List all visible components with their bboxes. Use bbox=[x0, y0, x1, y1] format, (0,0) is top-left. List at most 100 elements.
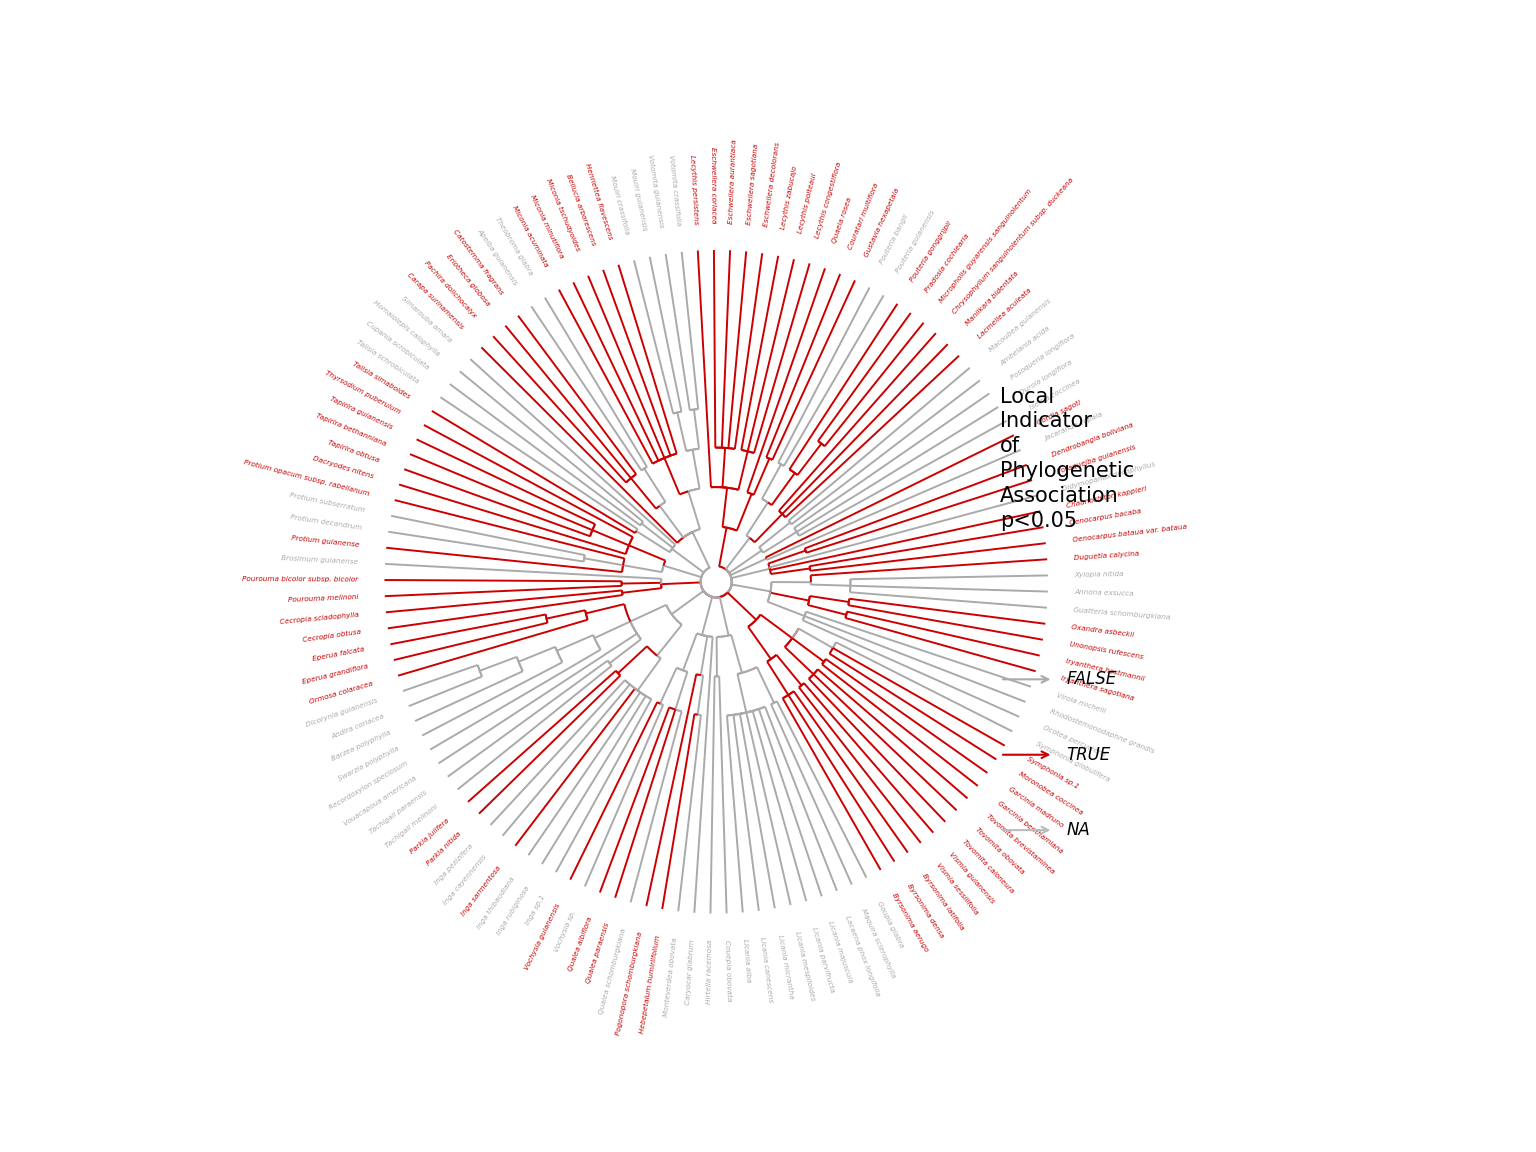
Text: Protium subserratum: Protium subserratum bbox=[289, 492, 366, 514]
Text: Bellucia arborescens: Bellucia arborescens bbox=[565, 173, 598, 245]
Text: Tachigali melinoni: Tachigali melinoni bbox=[384, 804, 439, 849]
Text: Cordia sagoti: Cordia sagoti bbox=[1037, 400, 1083, 426]
Text: Dicorynia guianensis: Dicorynia guianensis bbox=[306, 697, 379, 728]
Text: Duguetia calycina: Duguetia calycina bbox=[1074, 550, 1140, 561]
Text: Vouacapoua americana: Vouacapoua americana bbox=[343, 775, 418, 827]
Text: Simarouba amara: Simarouba amara bbox=[401, 295, 453, 343]
Text: Didymopanax decaphyllus: Didymopanax decaphyllus bbox=[1061, 461, 1157, 492]
Text: Chaunochiton kappleri: Chaunochiton kappleri bbox=[1066, 485, 1147, 509]
Text: Poraqueiba guianensis: Poraqueiba guianensis bbox=[1057, 444, 1137, 475]
Text: Manilkara bidentata: Manilkara bidentata bbox=[965, 271, 1020, 327]
Text: Pouteria gonggrijpii: Pouteria gonggrijpii bbox=[909, 220, 954, 283]
Text: Recordoxylon speciosum: Recordoxylon speciosum bbox=[327, 760, 409, 811]
Text: Protium decandrum: Protium decandrum bbox=[290, 514, 362, 531]
Text: Annona exsucca: Annona exsucca bbox=[1074, 590, 1134, 597]
Text: Theobroma glabra: Theobroma glabra bbox=[495, 215, 533, 276]
Text: Cupania scrobiculata: Cupania scrobiculata bbox=[366, 320, 430, 371]
Text: Eperua falcata: Eperua falcata bbox=[312, 646, 366, 662]
Text: Dendrobangia boliviana: Dendrobangia boliviana bbox=[1051, 422, 1134, 458]
Text: Byrsonima densa: Byrsonima densa bbox=[906, 882, 945, 939]
Text: Maquira sclerophylla: Maquira sclerophylla bbox=[860, 908, 895, 979]
Text: Iryanthera sagotiana: Iryanthera sagotiana bbox=[1060, 675, 1135, 702]
Text: Eschweilera coriacea: Eschweilera coriacea bbox=[710, 147, 717, 223]
Text: Dacryodes nitens: Dacryodes nitens bbox=[312, 455, 375, 479]
Text: TRUE: TRUE bbox=[1066, 745, 1111, 764]
Text: Symphonia globulifera: Symphonia globulifera bbox=[1035, 741, 1111, 783]
Text: Lecythis persistens: Lecythis persistens bbox=[690, 154, 699, 225]
Text: Xylopia nitida: Xylopia nitida bbox=[1075, 571, 1124, 578]
Text: Pachira dolichocalyx: Pachira dolichocalyx bbox=[422, 259, 478, 319]
Text: Quaela rosea: Quaela rosea bbox=[831, 197, 852, 244]
Text: Goupia glabra: Goupia glabra bbox=[876, 900, 905, 948]
Text: Eschweilera aurantiaca: Eschweilera aurantiaca bbox=[728, 139, 737, 223]
Text: Eschweilera decolorans: Eschweilera decolorans bbox=[763, 142, 780, 227]
Text: Pourouma melinoni: Pourouma melinoni bbox=[287, 594, 358, 604]
Text: Tapirira guianensis: Tapirira guianensis bbox=[329, 396, 393, 431]
Text: Cecropia sciadophylla: Cecropia sciadophylla bbox=[280, 612, 359, 626]
Text: Pogonopora schomburgkiana: Pogonopora schomburgkiana bbox=[616, 932, 644, 1037]
Text: Inga pezizifera: Inga pezizifera bbox=[435, 842, 475, 886]
Text: Isertia coccinea: Isertia coccinea bbox=[1028, 378, 1081, 410]
Text: Rhodostemonodaphne grandis: Rhodostemonodaphne grandis bbox=[1049, 708, 1155, 755]
Text: Miconia tschudyoides: Miconia tschudyoides bbox=[545, 179, 581, 252]
Text: Pouteria bangii: Pouteria bangii bbox=[879, 214, 909, 265]
Text: Tachigali paraensis: Tachigali paraensis bbox=[369, 790, 429, 835]
Text: Iryanthera hostmannii: Iryanthera hostmannii bbox=[1064, 659, 1144, 682]
Text: Tovomita brevistaminea: Tovomita brevistaminea bbox=[986, 813, 1055, 876]
Text: Jacaranda copaia: Jacaranda copaia bbox=[1044, 411, 1104, 442]
Text: Guatteria schomburgkiana: Guatteria schomburgkiana bbox=[1074, 607, 1170, 621]
Text: Qualea paraensis: Qualea paraensis bbox=[585, 922, 610, 984]
Text: Talisia simaboides: Talisia simaboides bbox=[352, 361, 410, 400]
Text: Hirtella racemosa: Hirtella racemosa bbox=[707, 940, 713, 1005]
Text: Gustavia hexapetala: Gustavia hexapetala bbox=[863, 187, 900, 258]
Text: Unonopsis rufescens: Unonopsis rufescens bbox=[1069, 642, 1143, 660]
Text: Inga sarmentosa: Inga sarmentosa bbox=[459, 865, 502, 917]
Text: Homalolepis calophylla: Homalolepis calophylla bbox=[372, 298, 441, 357]
Text: Macoubea guianensis: Macoubea guianensis bbox=[988, 297, 1052, 353]
Text: Apeiba guianensis: Apeiba guianensis bbox=[476, 227, 519, 286]
Text: Micropholis guyarensis sanguinolentum: Micropholis guyarensis sanguinolentum bbox=[938, 188, 1032, 304]
Text: Lecythis zabucajo: Lecythis zabucajo bbox=[780, 166, 799, 230]
Text: Ambelania acida: Ambelania acida bbox=[1000, 325, 1051, 366]
Text: Qualea albiflora: Qualea albiflora bbox=[567, 916, 593, 972]
Text: Henriettea flavescens: Henriettea flavescens bbox=[584, 162, 613, 241]
Text: Caryocar glabrum: Caryocar glabrum bbox=[685, 939, 696, 1005]
Text: Catostemma fragrans: Catostemma fragrans bbox=[452, 229, 505, 296]
Text: Couratari multiflora: Couratari multiflora bbox=[848, 182, 880, 250]
Text: Duroia longiflora: Duroia longiflora bbox=[1020, 358, 1074, 395]
Text: Parkia julifera: Parkia julifera bbox=[409, 817, 450, 855]
Text: Tovomita obovata: Tovomita obovata bbox=[974, 826, 1025, 876]
Text: Vismia guianensis: Vismia guianensis bbox=[948, 851, 995, 904]
Text: Pradosia cochlearia: Pradosia cochlearia bbox=[923, 233, 971, 293]
Text: Licania parvifructa: Licania parvifructa bbox=[811, 926, 836, 993]
Text: Cecropia obtusa: Cecropia obtusa bbox=[303, 629, 362, 644]
Text: Mouiri crassifolia: Mouiri crassifolia bbox=[610, 175, 630, 235]
Text: Garcinia benthamiana: Garcinia benthamiana bbox=[997, 799, 1064, 855]
Text: Virola michelii: Virola michelii bbox=[1055, 692, 1106, 714]
Text: Miconia minutiflora: Miconia minutiflora bbox=[530, 195, 565, 259]
Text: Hebepetalum humiriifolium: Hebepetalum humiriifolium bbox=[639, 934, 660, 1034]
Text: Andira coriacea: Andira coriacea bbox=[330, 713, 386, 741]
Text: Brosimum guianense: Brosimum guianense bbox=[281, 555, 358, 566]
Text: Local
Indicator
of
Phylogenetic
Association
p<0.05: Local Indicator of Phylogenetic Associat… bbox=[1000, 387, 1135, 531]
Text: Licania micrantha: Licania micrantha bbox=[777, 934, 794, 999]
Text: Inga sp.1: Inga sp.1 bbox=[524, 894, 545, 926]
Text: Monteverdea obovata: Monteverdea obovata bbox=[664, 938, 679, 1017]
Text: Eschweilera sagotiana: Eschweilera sagotiana bbox=[745, 144, 759, 225]
Text: Protium opacum subsp. rabelianum: Protium opacum subsp. rabelianum bbox=[243, 458, 370, 497]
Text: Tapirira obtusa: Tapirira obtusa bbox=[327, 439, 381, 463]
Text: Symphonia sp.1: Symphonia sp.1 bbox=[1026, 756, 1080, 790]
Text: Inga rubiginosa: Inga rubiginosa bbox=[496, 885, 530, 937]
Text: Licania mespiloides: Licania mespiloides bbox=[794, 931, 816, 1001]
Text: Tapirira bethanniana: Tapirira bethanniana bbox=[315, 412, 387, 447]
Text: Chrysophyllum sanguinolentum subsp. duckeana: Chrysophyllum sanguinolentum subsp. duck… bbox=[951, 177, 1075, 316]
Text: Licania alba: Licania alba bbox=[742, 939, 751, 983]
Text: Thyrsodium puberulum: Thyrsodium puberulum bbox=[324, 370, 402, 415]
Text: NA: NA bbox=[1066, 821, 1091, 839]
Text: Licania majuscula: Licania majuscula bbox=[828, 920, 854, 984]
Text: Miconia acuminata: Miconia acuminata bbox=[511, 204, 548, 267]
Text: Oxandra asbeckii: Oxandra asbeckii bbox=[1071, 624, 1135, 638]
Text: Vochysia guianensis: Vochysia guianensis bbox=[524, 902, 561, 971]
Text: Vismia sessilifolia: Vismia sessilifolia bbox=[935, 862, 978, 916]
Text: Inga thibaudiana: Inga thibaudiana bbox=[476, 876, 516, 930]
